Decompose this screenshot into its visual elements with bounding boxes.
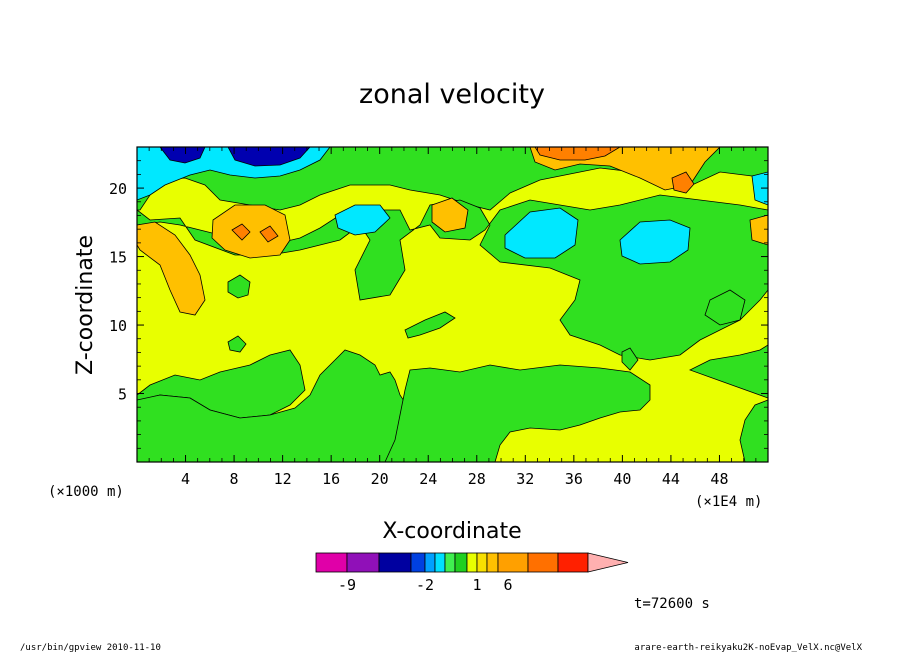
colorbar-arrow <box>587 552 629 573</box>
colorbar-label: -9 <box>338 576 356 594</box>
field-deeporange-top <box>534 147 621 161</box>
colorbar-swatch <box>346 552 380 573</box>
y-tick-label: 5 <box>118 386 127 404</box>
x-tick-label: 8 <box>230 470 239 488</box>
colorbar: -9 -2 1 6 <box>315 552 629 594</box>
field-blue-2 <box>227 147 311 167</box>
x-scale-note: (×1000 m) <box>48 484 124 500</box>
colorbar-swatch <box>557 552 589 573</box>
x-tick-label: 12 <box>274 470 292 488</box>
x-tick-label: 24 <box>419 470 437 488</box>
time-label: t=72600 s <box>634 596 710 612</box>
field-green-right <box>688 344 768 462</box>
y-axis: 5 10 15 20 <box>109 160 768 449</box>
y-tick-label: 10 <box>109 317 127 335</box>
y-tick-label: 15 <box>109 249 127 267</box>
colorbar-label: -2 <box>416 576 434 594</box>
field-orange-2 <box>431 197 469 233</box>
colorbar-swatch <box>486 552 499 573</box>
colorbar-swatch <box>454 552 468 573</box>
field-deeporange-2 <box>259 225 279 243</box>
field-green-bottomcenter <box>384 364 651 462</box>
field-green-blob3 <box>621 347 639 371</box>
colorbar-label: 6 <box>503 576 512 594</box>
x-tick-label: 36 <box>565 470 583 488</box>
x-tick-label: 16 <box>322 470 340 488</box>
field-cyan-1 <box>334 204 391 236</box>
x-units-note: (×1E4 m) <box>695 494 762 510</box>
x-tick-label: 20 <box>371 470 389 488</box>
field-cyan-edge <box>751 171 768 206</box>
x-tick-label: 4 <box>181 470 190 488</box>
colorbar-swatch <box>466 552 478 573</box>
x-tick-label: 44 <box>662 470 680 488</box>
field-orange-edge <box>749 214 768 246</box>
colorbar-swatch <box>444 552 456 573</box>
field-blue-1 <box>159 147 206 164</box>
contour-fields <box>137 147 768 462</box>
colorbar-swatch <box>497 552 529 573</box>
footer-right: arare-earth-reikyaku2K-noEvap_VelX.nc@Ve… <box>634 643 862 653</box>
x-tick-label: 40 <box>613 470 631 488</box>
colorbar-swatch <box>410 552 426 573</box>
x-tick-label: 28 <box>468 470 486 488</box>
colorbar-swatch <box>315 552 348 573</box>
field-orange-left <box>137 221 206 316</box>
y-tick-label: 20 <box>109 180 127 198</box>
field-cyan-2 <box>504 207 579 259</box>
x-axis-label: X-coordinate <box>382 519 521 544</box>
y-axis-label: Z-coordinate <box>73 235 98 375</box>
colorbar-swatch <box>434 552 446 573</box>
colorbar-swatch <box>476 552 488 573</box>
x-axis: 4 8 12 16 20 24 28 32 36 40 44 48 <box>148 147 757 488</box>
colorbar-swatch <box>378 552 412 573</box>
colorbar-label: 1 <box>472 576 481 594</box>
field-green-streak <box>404 311 456 339</box>
footer-left: /usr/bin/gpview 2010-11-10 <box>20 643 161 653</box>
field-deeporange-blob <box>671 171 695 194</box>
field-green-blob1 <box>227 274 251 299</box>
chart-title: zonal velocity <box>359 79 545 110</box>
x-tick-label: 48 <box>710 470 728 488</box>
field-orange-1 <box>211 204 291 259</box>
field-green-rightmid <box>704 289 746 326</box>
colorbar-swatch <box>424 552 436 573</box>
x-tick-label: 32 <box>516 470 534 488</box>
field-deeporange-1 <box>231 223 251 241</box>
colorbar-swatch <box>527 552 559 573</box>
field-cyan-3 <box>619 219 691 265</box>
field-green-blob2 <box>227 335 247 353</box>
